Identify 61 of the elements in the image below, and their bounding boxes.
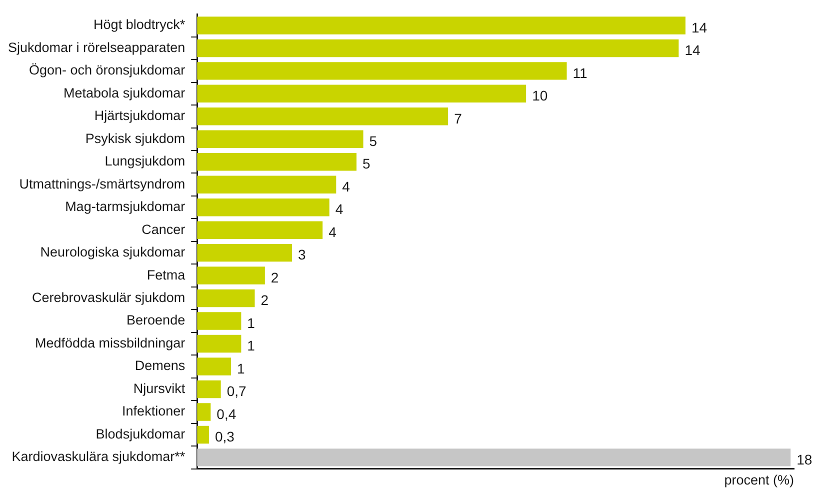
bar — [197, 39, 679, 58]
data-label: 18 — [796, 451, 812, 468]
bar — [197, 358, 232, 376]
bar — [197, 108, 448, 126]
y-tick-label: Blodsjukdomar — [96, 426, 186, 442]
bar — [197, 16, 686, 34]
bar — [197, 198, 330, 216]
data-label: 3 — [298, 246, 306, 263]
y-tick-label: Högt blodtryck* — [94, 17, 186, 32]
bar — [197, 426, 209, 444]
data-label: 5 — [369, 133, 378, 149]
bar — [197, 403, 211, 421]
data-label: 14 — [684, 42, 700, 58]
data-label: 4 — [335, 201, 344, 218]
data-label: 4 — [342, 178, 350, 194]
data-label: 7 — [454, 110, 462, 126]
data-label: 1 — [247, 314, 256, 331]
data-label: 1 — [247, 338, 256, 354]
data-label: 2 — [260, 292, 269, 308]
bar — [197, 312, 242, 330]
y-tick-label: Beroende — [126, 312, 186, 328]
data-label: 5 — [362, 156, 370, 172]
y-tick-label: Mag-tarmsjukdomar — [65, 199, 186, 214]
y-tick-label: Fetma — [146, 267, 186, 282]
bar — [197, 289, 255, 308]
data-label: 10 — [532, 88, 548, 104]
data-label: 4 — [328, 224, 337, 240]
data-label: 1 — [237, 360, 246, 376]
y-tick-label: Psykisk sjukdom — [85, 130, 186, 146]
data-label: 0,4 — [216, 406, 236, 422]
y-tick-label: Cancer — [142, 222, 186, 237]
y-tick-label: Njursvikt — [133, 380, 186, 396]
y-tick-label: Hjärtsjukdomar — [94, 108, 186, 124]
bar — [197, 244, 292, 262]
bar — [197, 62, 567, 80]
y-tick-label: Sjukdomar i rörelseapparaten — [8, 40, 186, 55]
y-tick-label: Lungsjukdom — [104, 154, 186, 169]
bar — [197, 334, 242, 353]
y-tick-label: Infektioner — [122, 404, 186, 419]
y-tick-label: Ögon- och öronsjukdomar — [29, 62, 186, 78]
data-label: 11 — [572, 64, 588, 81]
y-tick-label: Demens — [134, 358, 186, 374]
data-label: 0,3 — [214, 428, 235, 445]
bar — [197, 448, 791, 466]
y-tick-label: Cerebrovaskulär sjukdom — [32, 290, 186, 306]
y-tick-label: Utmattnings-/smärtsyndrom — [19, 176, 186, 192]
bar — [197, 84, 526, 103]
y-tick-label: Kardiovaskulära sjukdomar** — [12, 449, 186, 464]
x-axis-title: procent (%) — [724, 472, 794, 488]
y-tick-label: Metabola sjukdomar — [64, 85, 186, 100]
bar — [197, 176, 336, 194]
bar — [197, 130, 364, 148]
bar — [197, 380, 221, 398]
data-label: 0,7 — [226, 383, 247, 400]
bar — [197, 221, 323, 239]
data-label: 2 — [270, 269, 279, 286]
bar — [197, 153, 356, 171]
y-tick-label: Neurologiska sjukdomar — [40, 244, 186, 260]
data-label: 14 — [691, 19, 708, 36]
y-tick-label: Medfödda missbildningar — [35, 335, 186, 350]
bar — [197, 266, 265, 284]
